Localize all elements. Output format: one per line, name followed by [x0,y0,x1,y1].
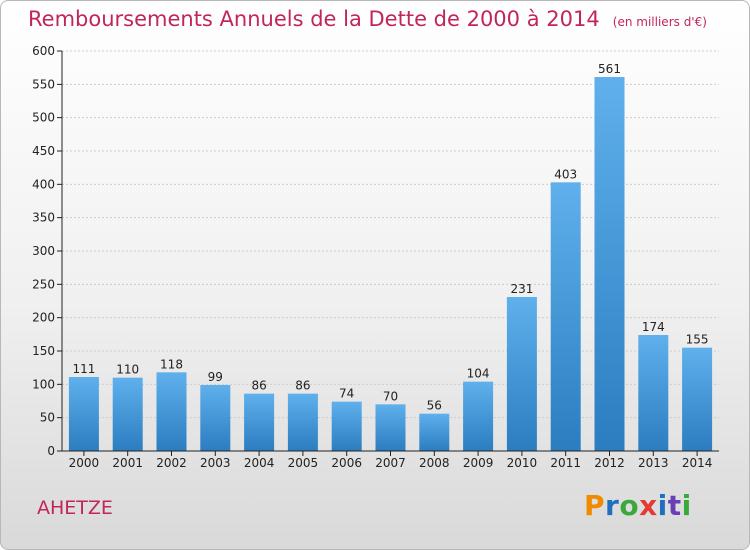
x-tick-label: 2005 [288,456,319,470]
y-tick-label: 350 [32,211,55,225]
axes [57,50,719,456]
chart-title-group: Remboursements Annuels de la Dette de 20… [28,7,707,31]
bar [287,393,318,451]
y-tick-label: 0 [47,444,55,458]
x-tick-label: 2003 [200,456,231,470]
y-tick-label: 550 [32,77,55,91]
bar-value-label: 110 [116,363,139,377]
bar-value-label: 86 [251,379,266,393]
y-tick-label: 100 [32,377,55,391]
y-tick-label: 300 [32,244,55,258]
labels: 0 50 100 150 200 250 300 350 400 450 500 550 600 111 2… [32,44,712,470]
x-tick-label: 2004 [244,456,275,470]
x-tick-label: 2001 [112,456,143,470]
bar-value-label: 403 [554,167,577,181]
x-tick-label: 2007 [375,456,406,470]
bar-value-label: 174 [642,320,665,334]
bar [638,335,669,451]
y-tick-label: 250 [32,277,55,291]
bar [244,393,275,451]
y-tick-label: 450 [32,144,55,158]
bar-value-label: 86 [295,379,310,393]
logo-letter: i [657,489,668,522]
y-tick-label: 500 [32,111,55,125]
x-tick-label: 2011 [550,456,581,470]
bar [375,404,406,451]
bar-value-label: 561 [598,62,621,76]
bar-value-label: 74 [339,387,354,401]
bar [200,385,231,451]
y-tick-label: 200 [32,311,55,325]
chart-subtitle: (en milliers d'€) [612,15,707,29]
x-tick-label: 2000 [69,456,100,470]
bar [331,401,362,451]
bar [112,377,143,451]
x-tick-label: 2008 [419,456,450,470]
y-tick-label: 150 [32,344,55,358]
x-tick-label: 2002 [156,456,187,470]
bar-value-label: 155 [686,333,709,347]
place-name: AHETZE [37,497,113,519]
bar-value-label: 118 [160,357,183,371]
bar [682,347,713,451]
x-tick-label: 2006 [331,456,362,470]
x-tick-label: 2014 [682,456,713,470]
logo-letter: r [605,489,620,522]
x-tick-label: 2012 [594,456,625,470]
bar-value-label: 231 [510,282,533,296]
y-tick-label: 600 [32,44,55,58]
logo-letter: i [681,489,692,522]
bar-value-label: 99 [208,370,223,384]
logo-letter: o [619,489,640,522]
y-tick-label: 50 [40,411,55,425]
x-tick-label: 2009 [463,456,494,470]
bar [506,297,537,451]
bar-value-label: 56 [427,399,442,413]
x-tick-label: 2013 [638,456,669,470]
proxiti-logo: Proxiti [584,489,692,522]
logo-letter: x [639,489,658,522]
bar [68,377,99,451]
bar [156,372,187,451]
logo-letter: t [667,489,682,522]
bar [419,413,450,451]
chart-title: Remboursements Annuels de la Dette de 20… [28,7,600,31]
logo-letter: P [584,489,606,522]
x-tick-label: 2010 [507,456,538,470]
bar [594,77,625,451]
bar-value-label: 111 [72,362,95,376]
y-tick-label: 400 [32,177,55,191]
bar-value-label: 104 [467,367,490,381]
bars [68,77,713,452]
bar-value-label: 70 [383,389,398,403]
bar [463,381,494,451]
bar [550,182,581,452]
